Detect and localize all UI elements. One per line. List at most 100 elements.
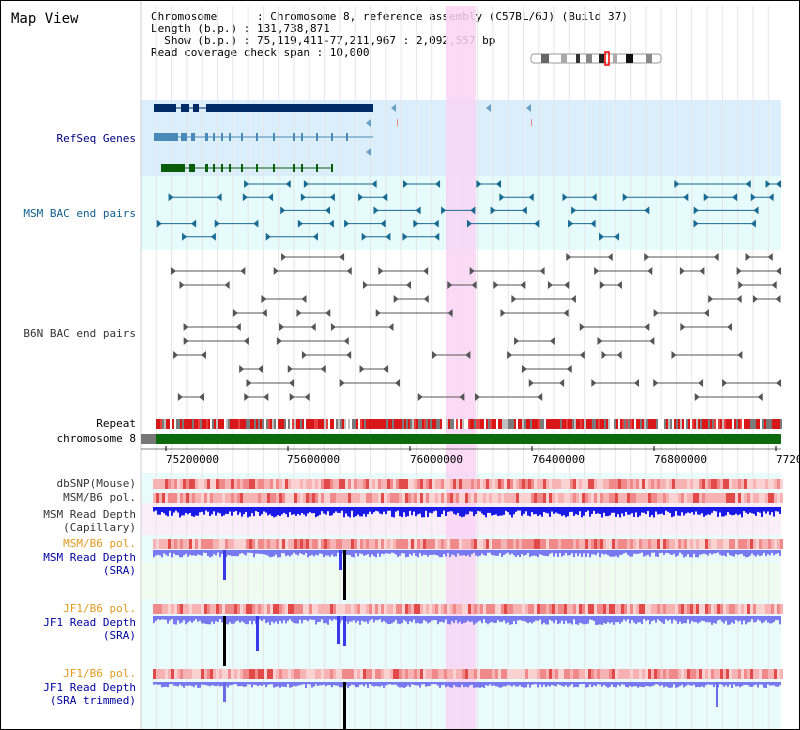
jf1-sra-depth bbox=[685, 616, 687, 624]
track-label-b6n-bac-end-pairs[interactable]: B6N BAC end pairs bbox=[23, 327, 136, 340]
msm-pol-strip bbox=[684, 493, 687, 503]
repeat-segment bbox=[204, 419, 206, 429]
msm-sra-depth bbox=[513, 550, 515, 556]
jf1-trimmed-depth bbox=[287, 682, 289, 685]
jf1-sra-depth bbox=[491, 616, 493, 622]
repeat-segment bbox=[194, 419, 196, 429]
jf1-sra-depth bbox=[465, 616, 467, 623]
jf1-pol-strip bbox=[393, 669, 396, 679]
jf1-trimmed-depth bbox=[741, 682, 743, 687]
track-label-dbsnp[interactable]: dbSNP(Mouse) bbox=[56, 477, 136, 490]
msm-sra-depth bbox=[777, 550, 779, 554]
repeat-segment bbox=[174, 419, 176, 429]
jf1-trimmed-depth bbox=[449, 682, 451, 688]
b6n-pair-end bbox=[727, 323, 733, 331]
jf1-pol-strip bbox=[759, 604, 762, 614]
jf1-pol-strip bbox=[477, 604, 480, 614]
msm-pol-strip bbox=[516, 493, 519, 503]
jf1-pol-strip bbox=[696, 669, 699, 679]
msm-sra-depth bbox=[309, 550, 311, 556]
track-label-refseq-genes[interactable]: RefSeq Genes bbox=[56, 132, 136, 145]
track-label-jf1-b6-pol-1[interactable]: JF1/B6 pol. bbox=[63, 602, 136, 615]
repeat-segment bbox=[238, 419, 240, 429]
msm-pair-end bbox=[382, 193, 388, 202]
capillary-depth bbox=[159, 507, 161, 515]
msm-pol-strip bbox=[471, 493, 474, 503]
capillary-depth bbox=[261, 507, 263, 515]
msm-pol-strip bbox=[321, 539, 324, 549]
track-label-msm-b6-pol-2[interactable]: MSM/B6 pol. bbox=[63, 537, 136, 550]
jf1-sra-depth bbox=[539, 616, 541, 620]
jf1-trimmed-depth bbox=[543, 682, 545, 685]
msm-pair-end bbox=[693, 206, 699, 215]
capillary-depth bbox=[749, 507, 751, 513]
jf1-pol-strip bbox=[600, 669, 603, 679]
msm-sra-depth bbox=[735, 550, 737, 554]
msm-pol-strip bbox=[591, 493, 594, 503]
track-label-repeat[interactable]: Repeat bbox=[96, 417, 136, 430]
jf1-trimmed-depth bbox=[513, 682, 515, 686]
jf1-sra-depth bbox=[661, 616, 663, 623]
capillary-depth bbox=[181, 507, 183, 516]
msm-sra-depth bbox=[731, 550, 733, 556]
jf1-trimmed-depth bbox=[701, 682, 703, 687]
msm-pol-strip bbox=[453, 493, 456, 503]
msm-pol-strip bbox=[555, 493, 558, 503]
msm-pair-end bbox=[280, 206, 286, 215]
capillary-depth bbox=[527, 507, 529, 516]
jf1-trimmed-depth bbox=[757, 682, 759, 688]
track-label-jf1-read-depth-sra[interactable]: JF1 Read Depth (SRA) bbox=[43, 616, 136, 642]
repeat-segment bbox=[634, 419, 636, 429]
track-label-jf1-b6-pol-2[interactable]: JF1/B6 pol. bbox=[63, 667, 136, 680]
jf1-pol-strip bbox=[342, 669, 345, 679]
jf1-pol-strip bbox=[618, 669, 621, 679]
dbsnp-strip bbox=[426, 479, 429, 489]
msm-sra-depth bbox=[233, 550, 235, 557]
jf1-pol-strip bbox=[585, 669, 588, 679]
msm-sra-depth bbox=[295, 550, 297, 555]
capillary-depth bbox=[427, 507, 429, 518]
track-label-msm-bac-end-pairs[interactable]: MSM BAC end pairs bbox=[23, 207, 136, 220]
msm-pol-strip bbox=[597, 539, 600, 549]
jf1-pol-strip bbox=[339, 669, 342, 679]
jf1-sra-depth bbox=[361, 616, 363, 621]
jf1-trimmed-depth bbox=[389, 682, 391, 685]
b6n-pair-end bbox=[511, 295, 517, 303]
msm-sra-depth bbox=[273, 550, 275, 557]
msm-pol-strip bbox=[717, 539, 720, 549]
msm-pol-strip bbox=[510, 493, 513, 503]
track-label-chromosome[interactable]: chromosome 8 bbox=[56, 432, 136, 445]
jf1-trimmed-depth bbox=[341, 682, 343, 688]
dbsnp-strip bbox=[456, 479, 459, 489]
msm-pol-strip bbox=[312, 539, 315, 549]
msm-pol-strip bbox=[201, 493, 204, 503]
msm-pol-strip bbox=[525, 493, 528, 503]
dbsnp-strip bbox=[771, 479, 774, 489]
jf1-sra-depth bbox=[447, 616, 449, 624]
axis-tick-4: 76800000 bbox=[654, 453, 707, 466]
capillary-depth bbox=[189, 507, 191, 513]
jf1-pol-strip bbox=[495, 669, 498, 679]
capillary-depth bbox=[211, 507, 213, 515]
msm-sra-depth bbox=[547, 550, 549, 557]
track-label-msm-read-depth-capillary[interactable]: MSM Read Depth (Capillary) bbox=[43, 508, 136, 534]
dbsnp-strip bbox=[459, 479, 462, 489]
repeat-segment bbox=[598, 419, 600, 429]
jf1-pol-strip bbox=[246, 669, 249, 679]
jf1-pol-strip bbox=[222, 669, 225, 679]
dbsnp-strip bbox=[282, 479, 285, 489]
msm-sra-depth bbox=[771, 550, 773, 553]
jf1-sra-depth bbox=[467, 616, 469, 621]
jf1-pol-strip bbox=[339, 604, 342, 614]
msm-pol-strip bbox=[456, 539, 459, 549]
track-label-msm-read-depth-sra[interactable]: MSM Read Depth (SRA) bbox=[43, 551, 136, 577]
jf1-sra-depth bbox=[605, 616, 607, 624]
track-label-jf1-read-depth-sra-trimmed[interactable]: JF1 Read Depth (SRA trimmed) bbox=[43, 681, 136, 707]
track-label-msm-b6-pol-1[interactable]: MSM/B6 pol. bbox=[63, 491, 136, 504]
jf1-pol-strip bbox=[156, 604, 159, 614]
jf1-sra-depth bbox=[243, 616, 245, 623]
msm-pol-strip bbox=[687, 539, 690, 549]
repeat-segment bbox=[358, 419, 360, 429]
jf1-trimmed-depth bbox=[241, 682, 243, 686]
